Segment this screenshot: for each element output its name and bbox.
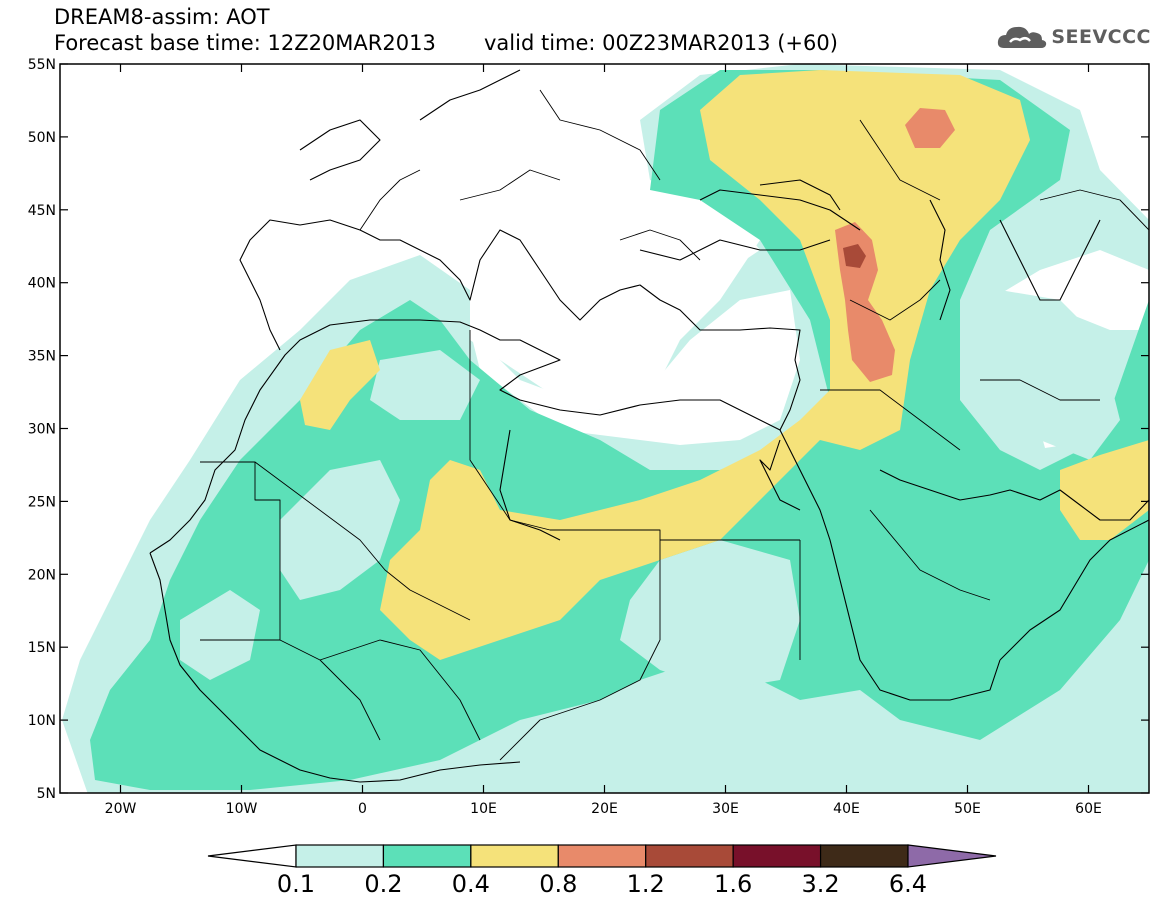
lon-tick-label: 50E (954, 801, 981, 817)
coastline (149, 552, 521, 783)
coastline (999, 519, 1149, 661)
latitude-axis: 55N 50N 45N 40N 35N 30N 25N 20N 15N 10N 5N (28, 57, 1149, 802)
lat-tick-label: 40N (28, 276, 56, 292)
lat-tick-label: 50N (28, 130, 56, 146)
country-border (539, 89, 661, 181)
aot-field-0.1-inner (620, 540, 800, 690)
lon-tick-label: 30E (712, 801, 739, 817)
country-border (279, 639, 381, 741)
colorbar-swatch (645, 844, 734, 868)
colorbar-swatch (819, 844, 909, 868)
forecast-base-time: Forecast base time: 12Z20MAR2013 (54, 31, 436, 55)
lat-tick-label: 20N (28, 567, 56, 583)
country-border (469, 330, 661, 640)
lon-tick-label: 40E (833, 801, 860, 817)
lon-tick-label: 10W (226, 801, 258, 817)
colorbar-level-label: 0.2 (364, 870, 402, 898)
country-border (459, 169, 561, 201)
map-title: DREAM8-assim: AOT (54, 5, 270, 29)
colorbar-level-label: 1.6 (714, 870, 752, 898)
clear-air-hole (470, 290, 800, 445)
coastline (419, 69, 521, 121)
colorbar-swatch (557, 844, 647, 868)
lon-tick-label: 20E (591, 801, 618, 817)
lat-tick-label: 25N (28, 494, 56, 510)
coastline (999, 219, 1101, 301)
country-border (254, 461, 471, 621)
cloud-logo-icon (998, 26, 1047, 48)
lat-tick-label: 30N (28, 422, 56, 438)
colorbar-level-label: 0.4 (452, 870, 490, 898)
geography-lines (149, 69, 1149, 783)
aot-field-0.4 (300, 340, 380, 430)
aot-field-1.2 (843, 244, 866, 268)
longitude-axis: 20W 10W 0 10E 20E 30E 40E 50E 60E (105, 64, 1102, 817)
coastline (929, 199, 951, 321)
aot-field-0.8 (905, 108, 955, 148)
aot-field-0.4 (380, 70, 1030, 660)
lon-tick-label: 60E (1075, 801, 1102, 817)
coastline (879, 469, 1149, 521)
brand-name: SEEVCCC (1051, 26, 1151, 48)
coastline (499, 429, 561, 541)
country-border (859, 119, 941, 201)
lat-tick-label: 35N (28, 349, 56, 365)
country-border (319, 639, 481, 741)
colorbar-level-label: 0.1 (277, 870, 315, 898)
aot-field-0.1-inner (280, 460, 400, 600)
aot-field-0.1-inner (960, 290, 1120, 460)
colorbar-swatch (382, 844, 472, 868)
lat-tick-label: 10N (28, 713, 56, 729)
coastline (779, 429, 1001, 701)
coastline (759, 439, 801, 511)
country-border (820, 389, 961, 451)
clear-air-hole (700, 225, 760, 270)
aot-contours (60, 64, 1149, 793)
colorbar-level-label: 1.2 (627, 870, 665, 898)
colorbar-level-label: 3.2 (801, 870, 839, 898)
brand-logo: SEEVCCC (996, 22, 1151, 52)
lat-tick-label: 55N (28, 57, 56, 73)
aot-field-0.1-inner (180, 590, 260, 680)
country-border (619, 229, 701, 261)
aot-colorbar: 0.1 0.2 0.4 0.8 1.2 1.6 3.2 6.4 (207, 844, 997, 898)
country-border (499, 639, 661, 761)
country-border (849, 279, 941, 321)
aot-field-0.4 (1060, 440, 1149, 540)
country-border (1039, 189, 1149, 231)
colorbar-max-arrow (907, 844, 997, 868)
lat-tick-label: 15N (28, 640, 56, 656)
lat-tick-label: 5N (37, 786, 56, 802)
forecast-valid-time: valid time: 00Z23MAR2013 (+60) (484, 31, 838, 55)
colorbar-level-label: 0.8 (539, 870, 577, 898)
coastline (149, 219, 801, 554)
lon-tick-label: 10E (470, 801, 497, 817)
country-border (980, 379, 1100, 401)
lat-tick-label: 45N (28, 203, 56, 219)
colorbar-swatch (732, 844, 822, 868)
lon-tick-label: 0 (358, 801, 367, 817)
coastline (699, 189, 861, 231)
lon-tick-label: 20W (105, 801, 137, 817)
aot-field-0.1-inner (370, 350, 480, 420)
colorbar-min-arrow (207, 844, 297, 868)
country-border (869, 509, 991, 601)
colorbar-level-label: 6.4 (889, 870, 927, 898)
colorbar-swatch (470, 844, 559, 868)
country-border (200, 461, 281, 641)
country-border (359, 169, 421, 231)
colorbar-swatch (295, 844, 385, 868)
coastline (759, 179, 841, 211)
coastline (639, 239, 831, 261)
coastline (299, 119, 381, 181)
